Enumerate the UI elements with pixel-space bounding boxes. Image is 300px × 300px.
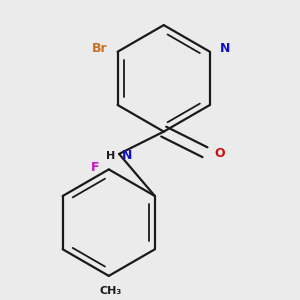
Text: O: O [214,147,225,161]
Text: H: H [106,151,116,161]
Text: F: F [91,161,99,174]
Text: CH₃: CH₃ [99,286,122,296]
Text: Br: Br [92,43,107,56]
Text: N: N [220,43,230,56]
Text: N: N [122,149,132,162]
